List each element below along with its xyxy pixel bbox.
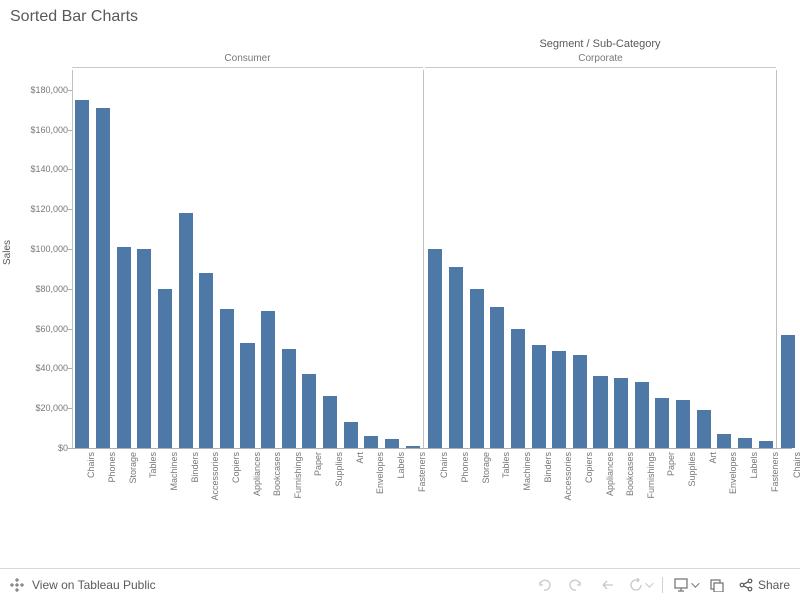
bar[interactable]	[738, 438, 752, 448]
bar[interactable]	[199, 273, 213, 448]
bar[interactable]	[117, 247, 131, 448]
x-tick-label: Accessories	[563, 452, 573, 522]
x-tick-label: Paper	[313, 452, 323, 522]
bar[interactable]	[240, 343, 254, 448]
axis-header: Segment / Sub-Category	[420, 38, 780, 50]
share-button[interactable]: Share	[739, 578, 790, 592]
bar[interactable]	[323, 396, 337, 448]
bar[interactable]	[220, 309, 234, 448]
bar[interactable]	[676, 400, 690, 448]
x-tick-label: Supplies	[334, 452, 344, 522]
y-tick-label: $20,000	[8, 403, 68, 413]
bar[interactable]	[593, 376, 607, 448]
x-tick-label: Storage	[128, 452, 138, 522]
y-tick-label: $60,000	[8, 324, 68, 334]
segment-label: Corporate	[425, 53, 776, 64]
chevron-down-icon	[645, 579, 653, 587]
bar[interactable]	[635, 382, 649, 448]
bar[interactable]	[96, 108, 110, 448]
bar[interactable]	[75, 100, 89, 448]
x-tick-label: Appliances	[252, 452, 262, 522]
x-tick-label: Machines	[169, 452, 179, 522]
x-tick-label: Chairs	[792, 452, 800, 522]
bar[interactable]	[158, 289, 172, 448]
x-tick-label: Chairs	[86, 452, 96, 522]
x-tick-label: Copiers	[584, 452, 594, 522]
x-tick-label: Bookcases	[272, 452, 282, 522]
segment-label: Consumer	[72, 53, 423, 64]
bar[interactable]	[282, 349, 296, 448]
download-icon[interactable]	[703, 575, 731, 595]
presentation-icon[interactable]	[671, 575, 699, 595]
x-tick-label: Phones	[460, 452, 470, 522]
y-tick-label: $80,000	[8, 284, 68, 294]
x-tick-label: Chairs	[439, 452, 449, 522]
toolbar-separator	[662, 577, 663, 593]
x-tick-label: Phones	[107, 452, 117, 522]
chart-plot-area	[72, 70, 792, 448]
bar[interactable]	[179, 213, 193, 448]
x-tick-label: Tables	[501, 452, 511, 522]
x-tick-label: Storage	[481, 452, 491, 522]
x-tick-label: Binders	[190, 452, 200, 522]
bar[interactable]	[532, 345, 546, 448]
x-tick-label: Envelopes	[728, 452, 738, 522]
chart-title: Sorted Bar Charts	[10, 8, 138, 26]
x-tick-label: Labels	[749, 452, 759, 522]
x-tick-label: Supplies	[687, 452, 697, 522]
x-tick-label: Paper	[666, 452, 676, 522]
x-tick-label: Fasteners	[417, 452, 427, 522]
x-tick-label: Envelopes	[375, 452, 385, 522]
bar[interactable]	[697, 410, 711, 448]
x-tick-label: Appliances	[605, 452, 615, 522]
view-on-tableau-link[interactable]: View on Tableau Public	[32, 578, 156, 592]
bar[interactable]	[717, 434, 731, 448]
undo-icon[interactable]	[530, 575, 558, 595]
x-tick-label: Labels	[396, 452, 406, 522]
share-label: Share	[758, 578, 790, 592]
toolbar: View on Tableau Public Share	[0, 568, 800, 600]
bar[interactable]	[302, 374, 316, 448]
bar[interactable]	[759, 441, 773, 448]
x-tick-label: Art	[708, 452, 718, 522]
y-tick-label: $0	[8, 443, 68, 453]
y-tick-label: $180,000	[8, 85, 68, 95]
bar[interactable]	[573, 355, 587, 449]
y-tick-label: $40,000	[8, 363, 68, 373]
tableau-logo-icon	[10, 578, 24, 592]
redo-icon[interactable]	[562, 575, 590, 595]
bar[interactable]	[449, 267, 463, 448]
x-tick-label: Copiers	[231, 452, 241, 522]
x-tick-label: Fasteners	[770, 452, 780, 522]
x-tick-label: Tables	[148, 452, 158, 522]
y-tick-label: $100,000	[8, 244, 68, 254]
chevron-down-icon	[691, 579, 699, 587]
x-tick-label: Machines	[522, 452, 532, 522]
x-tick-label: Accessories	[210, 452, 220, 522]
y-tick-label: $120,000	[8, 204, 68, 214]
bar[interactable]	[137, 249, 151, 448]
y-tick-label: $160,000	[8, 125, 68, 135]
bar[interactable]	[261, 311, 275, 448]
revert-icon[interactable]	[594, 575, 622, 595]
y-tick-label: $140,000	[8, 164, 68, 174]
bar[interactable]	[470, 289, 484, 448]
bar[interactable]	[364, 436, 378, 448]
bar[interactable]	[511, 329, 525, 448]
x-tick-label: Art	[355, 452, 365, 522]
bar[interactable]	[552, 351, 566, 448]
bar[interactable]	[781, 335, 795, 448]
x-tick-label: Bookcases	[625, 452, 635, 522]
bar[interactable]	[428, 249, 442, 448]
x-tick-label: Furnishings	[293, 452, 303, 522]
x-tick-label: Binders	[543, 452, 553, 522]
bar[interactable]	[655, 398, 669, 448]
bar[interactable]	[344, 422, 358, 448]
refresh-icon[interactable]	[626, 575, 654, 595]
bar[interactable]	[490, 307, 504, 448]
bar[interactable]	[385, 439, 399, 448]
x-tick-label: Furnishings	[646, 452, 656, 522]
bar[interactable]	[614, 378, 628, 448]
